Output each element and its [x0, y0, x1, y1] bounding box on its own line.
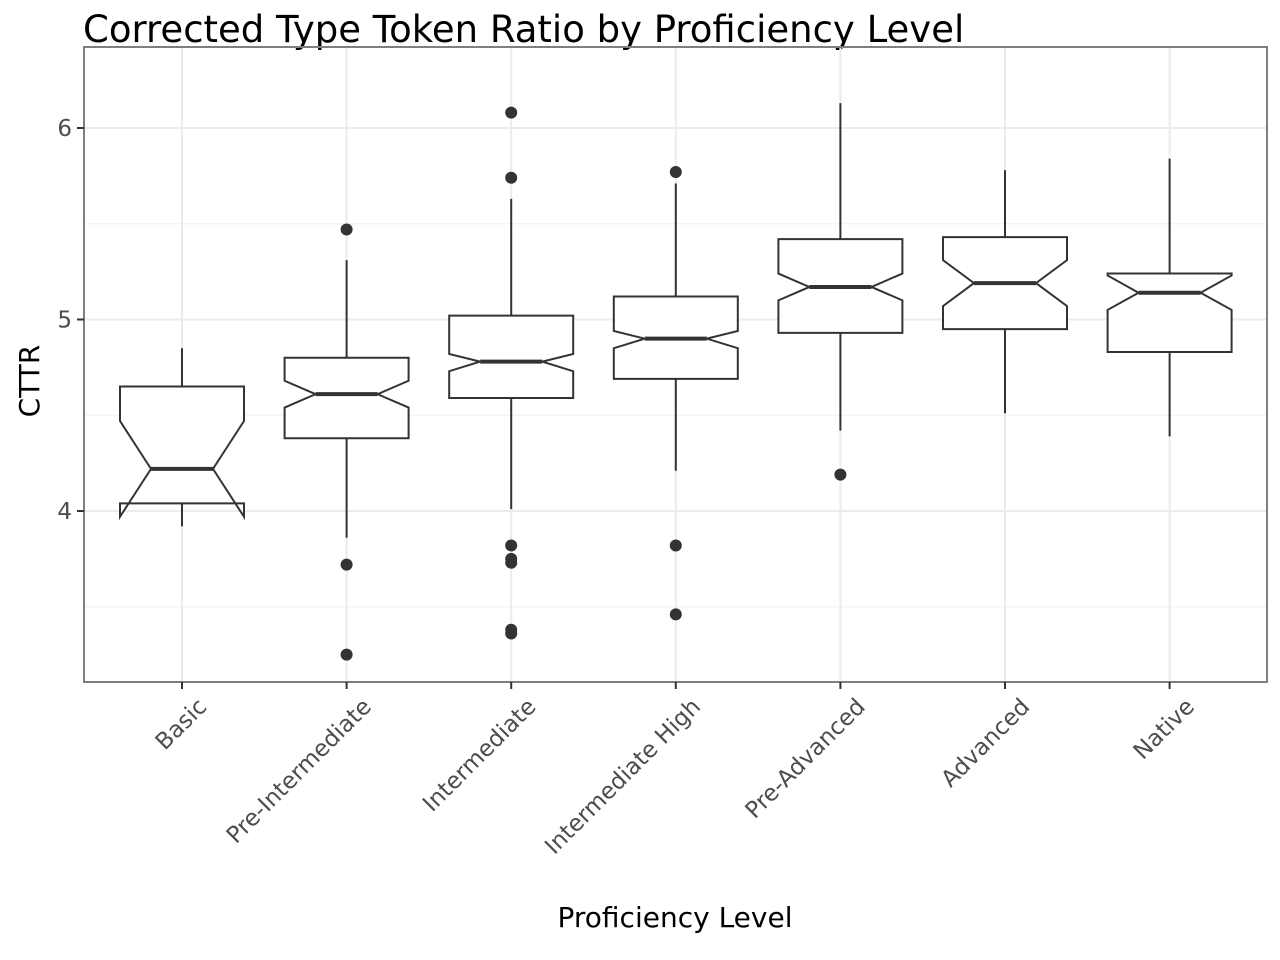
- outlier-point: [340, 223, 353, 236]
- x-axis-title: Proficiency Level: [558, 901, 793, 934]
- x-tick-label: Intermediate High: [540, 694, 706, 860]
- x-tick-label: Basic: [151, 694, 212, 755]
- x-tick-label: Intermediate: [418, 694, 541, 817]
- x-tick-label: Pre-Intermediate: [222, 694, 377, 849]
- x-tick-label: Native: [1129, 694, 1200, 765]
- outlier-point: [340, 648, 353, 661]
- box-intermediate-high: [612, 166, 739, 621]
- outlier-point: [834, 468, 847, 481]
- box-pre-intermediate: [283, 223, 410, 661]
- outlier-point: [505, 539, 518, 552]
- box-native: [1106, 158, 1233, 437]
- y-tick-label: 4: [57, 499, 72, 525]
- notched-box: [283, 356, 410, 440]
- outlier-point: [505, 627, 518, 640]
- chart-title: Corrected Type Token Ratio by Proficienc…: [83, 8, 964, 51]
- outlier-point: [669, 608, 682, 621]
- y-tick-label: 6: [57, 116, 72, 142]
- box-advanced: [942, 170, 1068, 414]
- box-intermediate: [448, 106, 575, 640]
- outlier-point: [505, 556, 518, 569]
- y-tick-label: 5: [57, 308, 72, 334]
- outlier-point: [340, 558, 353, 571]
- y-axis-title: CTTR: [13, 345, 46, 418]
- boxes: [119, 103, 1233, 661]
- notched-box: [448, 314, 575, 400]
- notched-box: [119, 385, 245, 521]
- outlier-point: [669, 539, 682, 552]
- outlier-point: [505, 171, 518, 184]
- x-tick-label: Advanced: [937, 694, 1036, 793]
- outlier-point: [505, 106, 518, 119]
- box-basic: [119, 348, 245, 527]
- x-tick-label: Pre-Advanced: [741, 694, 871, 824]
- notched-box: [1106, 272, 1233, 354]
- box-pre-advanced: [777, 103, 904, 481]
- axes: 4 5 6 Basic Pre-Intermediate IntermediateInte…: [57, 116, 1199, 860]
- outlier-point: [669, 166, 682, 179]
